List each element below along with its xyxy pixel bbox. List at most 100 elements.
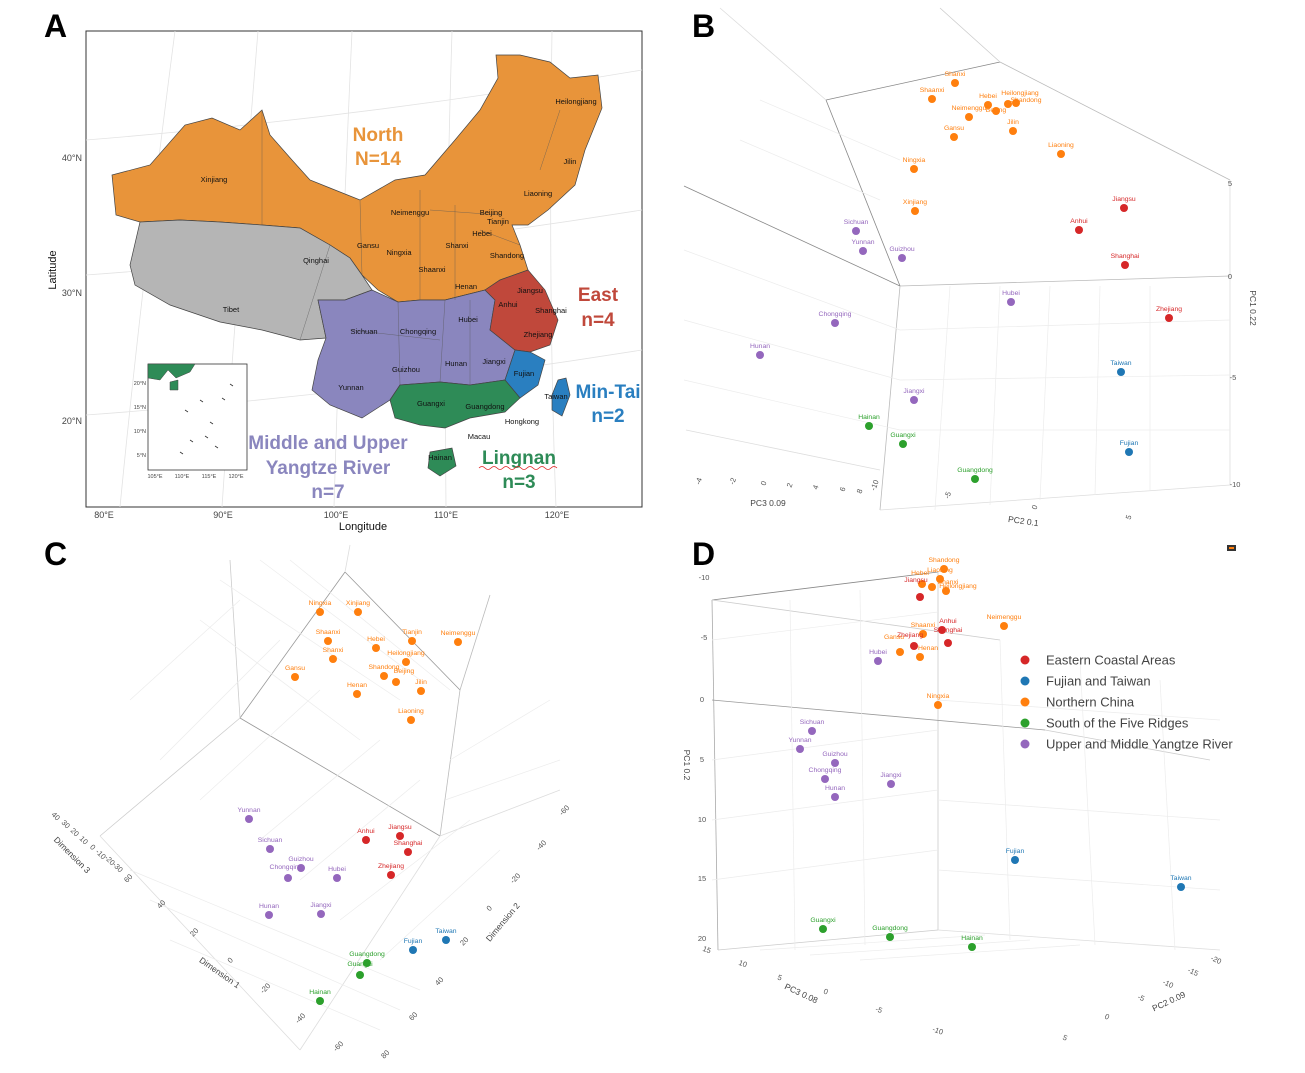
map-x-axis-title: Longitude: [339, 521, 387, 533]
point-neimenggu: [454, 638, 462, 646]
legend-label-upper-and-middle-yangtze-river: Upper and Middle Yangtze River: [1046, 737, 1233, 752]
inset-frame: [147, 363, 248, 471]
grid-line: [711, 729, 939, 761]
map-panel: Heilongjiang Jilin Liaoning Xinjiang Neimeng…: [47, 30, 643, 533]
province-label-fujian: Fujian: [514, 369, 534, 378]
point-label-beijing: Beijing: [394, 668, 415, 675]
point-label-jiangxi: Jiangxi: [310, 902, 332, 909]
inset-x-tick-label: 115°E: [202, 474, 217, 480]
point-label-shanxi: Shanxi: [323, 647, 344, 654]
point-beijing: [392, 678, 400, 686]
grid-line: [759, 934, 986, 951]
legend-label-south-of-the-five-ridges: South of the Five Ridges: [1046, 716, 1189, 731]
y-axis-tick-label: -10: [1161, 977, 1175, 990]
point-jiangxi: [317, 910, 325, 918]
inset-y-tick-label: 20°N: [134, 381, 146, 387]
province-label-taiwan: Taiwan: [544, 392, 567, 401]
point-label-xinjiang: Xinjiang: [346, 600, 370, 607]
map-y-axis-title: Latitude: [47, 250, 59, 289]
point-guangdong: [363, 959, 371, 967]
plot-box-line: [439, 789, 561, 837]
map-x-tick-label: 90°E: [213, 510, 233, 520]
y-axis-title: PC2 0.1: [1008, 514, 1040, 528]
plot-box-line: [439, 689, 461, 837]
point-label-chongqing: Chongqing: [270, 864, 303, 871]
point-gansu: [950, 133, 958, 141]
point-label-neimenggu: Neimenggu: [987, 614, 1022, 621]
point-label-fujian: Fujian: [1120, 440, 1139, 447]
point-label-guangxi: Guangxi: [810, 917, 836, 924]
region-count-lingnan: n=3: [502, 472, 535, 493]
plot-box-line: [711, 571, 939, 601]
point-yunnan: [796, 745, 804, 753]
point-label-sichuan: Sichuan: [800, 719, 825, 726]
province-label-henan: Henan: [455, 282, 477, 291]
legend-swatch-fujian-and-taiwan: [1020, 676, 1030, 686]
point-guangdong: [971, 475, 979, 483]
y-axis-tick-label: -5: [1136, 992, 1146, 1003]
plot-box-line: [999, 61, 1231, 181]
grid-line: [899, 374, 1231, 381]
x-axis-tick-label: -10: [931, 1025, 944, 1037]
grid-line: [711, 611, 939, 641]
point-label-anhui: Anhui: [1070, 218, 1088, 225]
province-border: [349, 329, 441, 341]
point-label-hunan: Hunan: [825, 785, 845, 792]
grid-line: [289, 559, 451, 691]
point-label-hunan: Hunan: [750, 343, 770, 350]
point-ningxia: [910, 165, 918, 173]
grid-line: [937, 799, 1221, 821]
inset-hainan: [169, 379, 179, 391]
grid-line: [937, 699, 1221, 721]
point-ningxia: [316, 608, 324, 616]
province-label-shaanxi: Shaanxi: [418, 265, 445, 274]
province-label-zhejiang: Zhejiang: [524, 330, 553, 339]
province-border: [479, 229, 521, 246]
point-label-jiangsu: Jiangsu: [1112, 196, 1136, 203]
point-shaanxi: [324, 637, 332, 645]
province-label-shanxi: Shanxi: [446, 241, 469, 250]
province-border: [539, 109, 561, 171]
point-shanxi: [329, 655, 337, 663]
inset-dash-line: [184, 409, 189, 413]
grid-line: [1094, 285, 1101, 496]
x-axis-tick-label: -5: [874, 1004, 883, 1015]
point-guizhou: [297, 864, 305, 872]
plot-box-line: [879, 285, 901, 511]
point-jiangxi: [910, 396, 918, 404]
point-shandong: [380, 672, 388, 680]
grid-line: [683, 379, 901, 431]
plot-box-line: [711, 599, 719, 951]
spellcheck-underline: [478, 466, 558, 470]
grid-line: [934, 285, 951, 511]
point-hubei: [1007, 298, 1015, 306]
point-label-shanxi: Shanxi: [938, 579, 959, 586]
point-yunnan: [245, 815, 253, 823]
point-label-anhui: Anhui: [357, 828, 375, 835]
panel-label-d: D: [692, 536, 716, 572]
plot-box-line: [683, 185, 901, 287]
grid-line: [159, 639, 281, 761]
province-border: [439, 299, 446, 383]
plot-box-line: [99, 717, 241, 837]
grid-line: [219, 579, 401, 701]
point-label-guangdong: Guangdong: [349, 951, 385, 958]
point-guizhou: [898, 254, 906, 262]
x-axis-tick-label: -2: [727, 476, 738, 485]
province-label-liaoning: Liaoning: [524, 189, 552, 198]
x-axis-tick-label: -4: [693, 476, 704, 485]
plot-box-line: [825, 61, 1001, 101]
plot-box-line: [229, 559, 241, 719]
z-axis-tick-label: 15: [698, 874, 706, 883]
point-label-taiwan: Taiwan: [1110, 360, 1131, 367]
z-axis-tick-label: 20: [698, 934, 706, 943]
point-anhui: [938, 626, 946, 634]
point-label-shandong: Shandong: [929, 557, 960, 564]
inset-dash-line: [199, 399, 204, 403]
panel-label-b: B: [692, 8, 716, 44]
point-label-hainan: Hainan: [858, 414, 880, 421]
inset-y-tick-label: 10°N: [134, 429, 146, 435]
grid-line: [449, 699, 551, 761]
province-label-yunnan: Yunnan: [338, 383, 363, 392]
province-border: [359, 199, 363, 276]
